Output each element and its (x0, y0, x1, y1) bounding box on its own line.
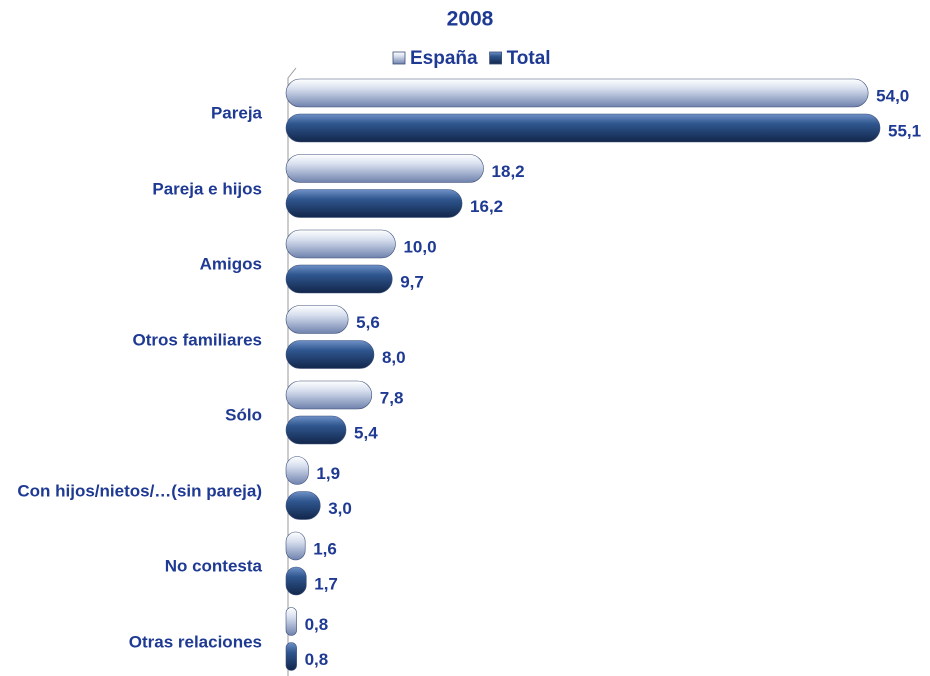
bar (285, 340, 375, 369)
category-text: Pareja e hijos (152, 179, 262, 198)
category-label: Otros familiares (12, 326, 262, 353)
legend-swatch (489, 51, 502, 65)
bar (285, 456, 309, 485)
value-label: 8,0 (382, 348, 406, 367)
category-text: Sólo (225, 405, 262, 425)
legend-label: Total (507, 48, 551, 69)
category-label: Otras relaciones (12, 628, 262, 655)
value-label: 16,2 (470, 197, 503, 216)
bar (285, 229, 396, 259)
bar (285, 415, 347, 445)
category-label: Sólo (12, 402, 262, 429)
value-label: 18,2 (492, 162, 525, 181)
value-label: 5,6 (356, 313, 380, 332)
bar (285, 189, 463, 218)
bar (285, 642, 297, 671)
chart-title: 2008 (447, 8, 494, 31)
value-label: 1,6 (313, 539, 337, 558)
category-text: Pareja (210, 103, 262, 123)
bar (285, 607, 297, 636)
category-label: Pareja e hijos (12, 175, 262, 202)
legend-label: España (410, 48, 478, 69)
bar (285, 78, 869, 108)
category-label: Amigos (12, 251, 262, 278)
category-text: Otras relaciones (128, 632, 262, 651)
category-text: Con hijos/nietos/…(sin pareja) (17, 481, 262, 500)
legend-swatch (392, 51, 406, 65)
category-label: Pareja (12, 100, 262, 127)
category-text: Otros familiares (132, 330, 262, 349)
value-label: 1,9 (316, 464, 340, 483)
bar (285, 380, 373, 410)
category-label: No contesta (12, 553, 262, 580)
category-label: Con hijos/nietos/…(sin pareja) (12, 477, 262, 504)
bar (285, 566, 307, 596)
bar (285, 154, 484, 183)
bar (285, 305, 349, 334)
value-label: 55,1 (888, 121, 921, 140)
value-label: 1,7 (314, 574, 338, 593)
category-text: No contesta (164, 556, 262, 576)
value-label: 7,8 (380, 388, 404, 407)
value-label: 9,7 (400, 272, 424, 291)
value-label: 54,0 (876, 86, 909, 105)
bar (285, 113, 881, 143)
value-label: 0,8 (305, 615, 329, 634)
bar (285, 264, 393, 294)
category-text: Amigos (199, 254, 262, 274)
value-label: 10,0 (403, 237, 436, 256)
bar (285, 491, 321, 520)
value-label: 0,8 (305, 650, 329, 669)
bar (285, 531, 306, 561)
value-label: 3,0 (328, 499, 352, 518)
value-label: 5,4 (354, 423, 378, 442)
